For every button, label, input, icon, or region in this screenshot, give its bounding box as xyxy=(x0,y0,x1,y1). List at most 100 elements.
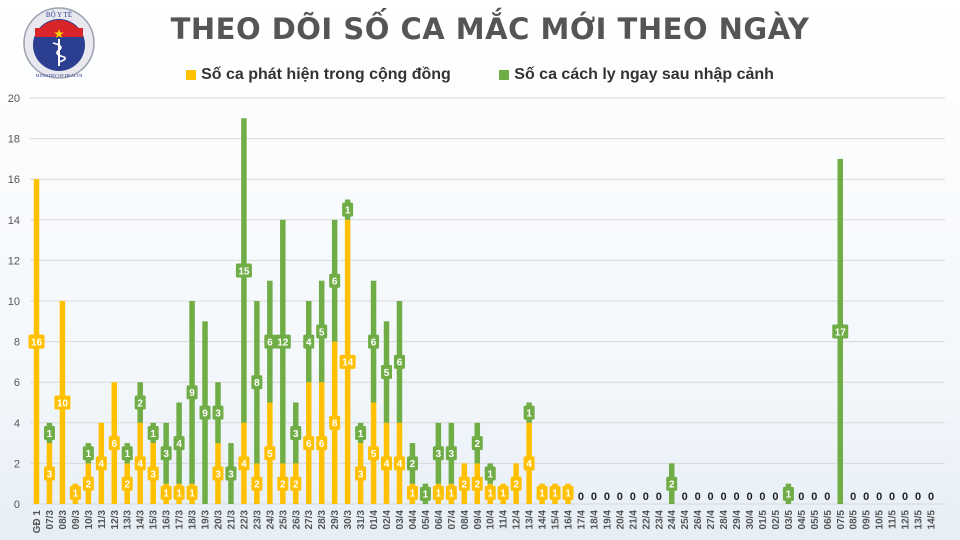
x-tick-label: 07/3 xyxy=(45,510,56,530)
data-label-box xyxy=(95,456,107,471)
data-label: 3 xyxy=(358,469,364,480)
data-label: 1 xyxy=(73,489,79,500)
data-label-box xyxy=(186,385,198,400)
x-tick-label: 30/4 xyxy=(745,510,756,530)
legend-item-quarantine: Số ca cách ly ngay sau nhập cảnh xyxy=(499,66,774,84)
data-label: 2 xyxy=(254,480,260,491)
y-tick-label: 4 xyxy=(14,418,20,430)
data-label-box xyxy=(121,476,133,491)
data-label-box xyxy=(212,466,224,481)
zero-label: 0 xyxy=(617,491,623,503)
data-label-box xyxy=(28,334,45,349)
data-label-box xyxy=(471,436,483,451)
x-tick-label: 20/3 xyxy=(213,510,224,530)
data-label-box xyxy=(666,476,678,491)
data-label: 4 xyxy=(397,459,403,470)
data-label-box xyxy=(368,334,380,349)
data-label: 3 xyxy=(215,408,221,419)
data-label: 2 xyxy=(137,398,143,409)
data-label-box xyxy=(523,456,535,471)
data-label: 8 xyxy=(332,419,338,430)
data-label-box xyxy=(445,446,457,461)
y-tick-label: 12 xyxy=(8,255,20,267)
zero-label: 0 xyxy=(721,491,727,503)
x-tick-label: 18/3 xyxy=(188,510,199,530)
x-tick-label: 29/3 xyxy=(330,510,341,530)
x-tick-label: 08/5 xyxy=(849,510,860,530)
data-label-box xyxy=(43,425,55,440)
data-label-box xyxy=(238,456,250,471)
zero-label: 0 xyxy=(682,491,688,503)
data-label: 8 xyxy=(254,378,260,389)
data-label-box xyxy=(432,485,444,500)
x-tick-label: 23/3 xyxy=(252,510,263,530)
data-label-box xyxy=(82,446,94,461)
x-tick-label: 05/5 xyxy=(810,510,821,530)
data-label-box xyxy=(303,334,315,349)
data-label: 1 xyxy=(500,489,506,500)
data-label-box xyxy=(782,486,794,501)
data-label: 3 xyxy=(228,469,234,480)
data-label-box xyxy=(458,476,470,491)
data-label-box xyxy=(419,486,431,501)
zero-label: 0 xyxy=(604,491,610,503)
x-tick-label: 19/4 xyxy=(602,510,613,530)
data-label-box xyxy=(290,476,302,491)
data-label-box xyxy=(432,446,444,461)
data-label-box xyxy=(264,446,276,461)
zero-label: 0 xyxy=(850,491,856,503)
data-label-box xyxy=(523,405,535,420)
data-label-box xyxy=(199,405,211,420)
data-label: 4 xyxy=(241,459,247,470)
data-label-box xyxy=(355,466,367,481)
x-tick-label: 03/4 xyxy=(395,510,406,530)
x-tick-label: 22/4 xyxy=(641,510,652,530)
data-label: 4 xyxy=(384,459,390,470)
data-label-box xyxy=(225,466,237,481)
x-tick-label: 09/3 xyxy=(71,510,82,530)
data-label: 5 xyxy=(384,368,390,379)
data-label: 2 xyxy=(462,480,468,491)
zero-label: 0 xyxy=(656,491,662,503)
x-tick-label: 17/3 xyxy=(175,510,186,530)
data-label: 6 xyxy=(267,337,273,348)
legend-label-community: Số ca phát hiện trong cộng đồng xyxy=(201,66,451,83)
data-label-box xyxy=(173,485,185,500)
zero-label: 0 xyxy=(708,491,714,503)
x-tick-label: 11/3 xyxy=(97,510,108,529)
data-label-box xyxy=(82,476,94,491)
zero-label: 0 xyxy=(811,491,817,503)
data-label-box xyxy=(549,485,561,500)
x-tick-label: 26/4 xyxy=(693,510,704,530)
data-label: 1 xyxy=(539,489,545,500)
data-label-box xyxy=(342,202,354,217)
data-label-box xyxy=(147,466,159,481)
x-tick-label: 11/4 xyxy=(499,510,510,529)
zero-label: 0 xyxy=(578,491,584,503)
x-tick-label: 18/4 xyxy=(589,510,600,530)
zero-label: 0 xyxy=(746,491,752,503)
zero-label: 0 xyxy=(733,491,739,503)
data-label-box xyxy=(43,466,55,481)
data-label: 1 xyxy=(410,489,416,500)
data-label: 3 xyxy=(47,469,53,480)
data-label: 1 xyxy=(423,490,429,501)
x-tick-label: 02/5 xyxy=(771,510,782,530)
data-label: 2 xyxy=(669,480,675,491)
x-tick-label: 12/3 xyxy=(110,510,121,530)
x-tick-label: 25/4 xyxy=(680,510,691,530)
x-tick-label: 27/3 xyxy=(304,510,315,530)
data-label: 5 xyxy=(267,449,273,460)
data-label: 3 xyxy=(163,449,169,460)
y-tick-label: 2 xyxy=(14,458,20,470)
data-label-box xyxy=(134,395,146,410)
legend-label-quarantine: Số ca cách ly ngay sau nhập cảnh xyxy=(514,66,774,83)
x-tick-label: 15/3 xyxy=(149,510,160,530)
data-label-box xyxy=(484,485,496,500)
x-tick-label: 01/4 xyxy=(369,510,380,530)
x-tick-label: 06/5 xyxy=(823,510,834,530)
legend-swatch-green xyxy=(499,70,510,80)
x-tick-label: 07/5 xyxy=(836,510,847,530)
data-label: 1 xyxy=(487,469,493,480)
